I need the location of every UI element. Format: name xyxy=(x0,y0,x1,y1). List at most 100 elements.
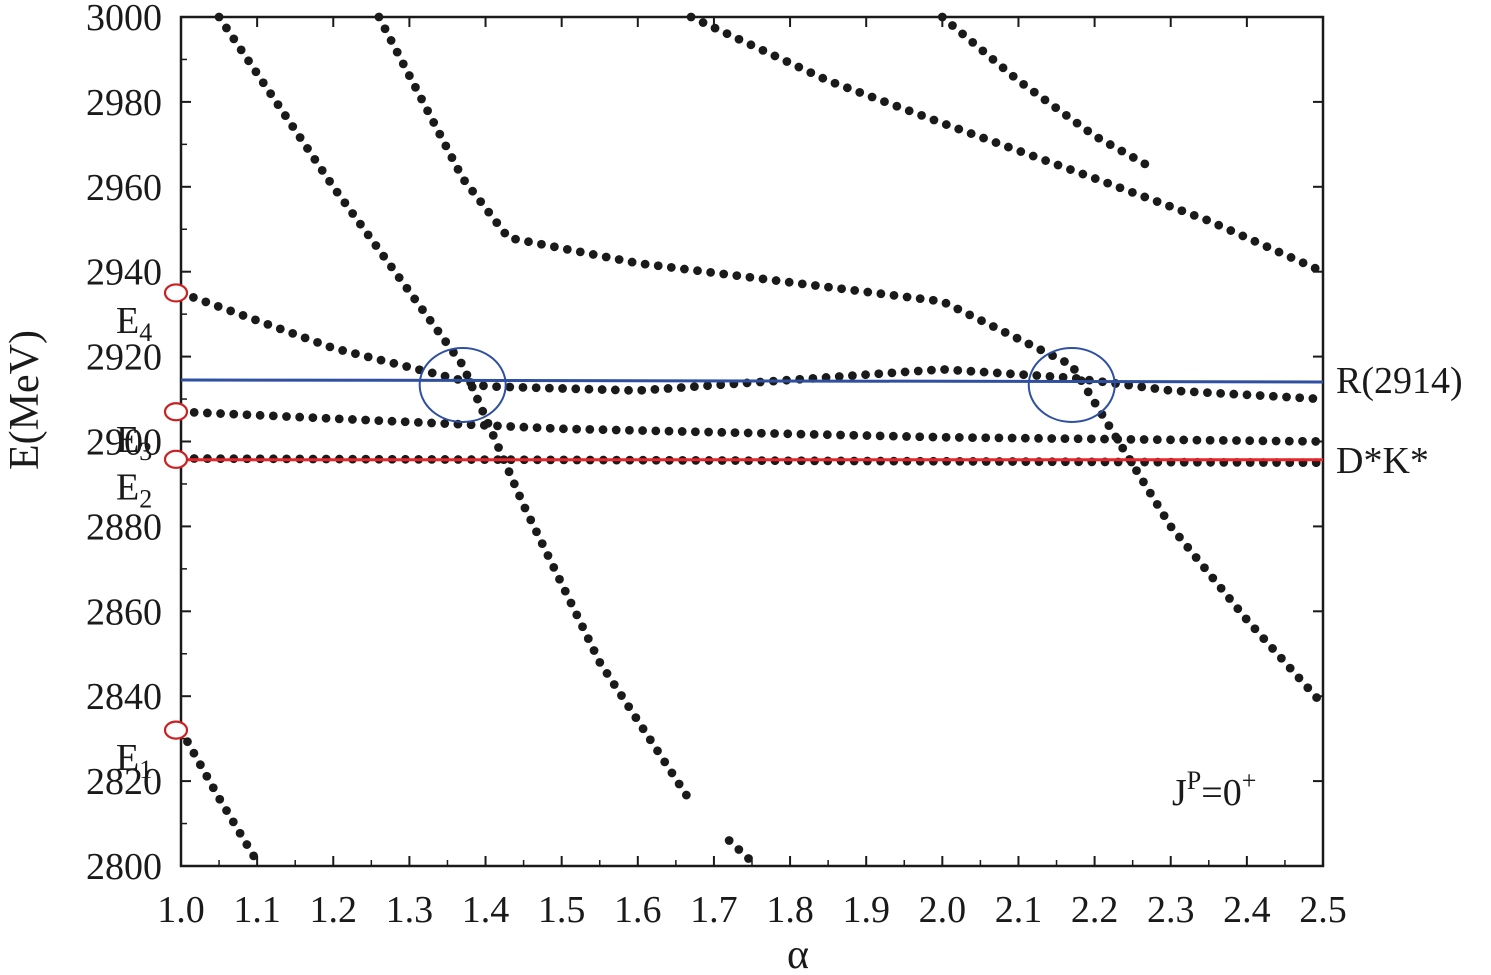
series-7 xyxy=(176,288,1318,403)
x-tick-label: 1.8 xyxy=(766,889,814,931)
data-point xyxy=(549,242,559,252)
data-point xyxy=(389,358,399,368)
y-tick-label: 2840 xyxy=(86,676,162,718)
data-point xyxy=(638,724,648,734)
data-point xyxy=(653,746,662,756)
data-point xyxy=(1053,160,1063,170)
data-point xyxy=(676,383,686,392)
data-point xyxy=(824,282,833,292)
data-point xyxy=(460,176,469,186)
data-point xyxy=(1132,466,1141,476)
energy-label: E1 xyxy=(116,737,152,784)
x-tick-label: 2.4 xyxy=(1223,889,1271,931)
data-point xyxy=(1238,231,1248,241)
data-point xyxy=(1060,357,1069,366)
data-point xyxy=(363,230,373,240)
data-point xyxy=(1225,594,1234,603)
data-point xyxy=(875,431,885,441)
data-point xyxy=(609,680,619,689)
data-point xyxy=(1034,433,1043,443)
x-axis-title: α xyxy=(787,932,809,975)
data-point xyxy=(913,366,923,376)
data-point xyxy=(966,366,976,376)
data-point xyxy=(977,316,986,326)
data-point xyxy=(317,165,327,175)
data-point xyxy=(861,370,870,380)
data-point xyxy=(494,443,503,452)
data-point xyxy=(578,622,587,632)
data-point xyxy=(978,46,988,56)
data-point xyxy=(837,284,846,294)
data-point xyxy=(704,427,713,437)
data-point xyxy=(295,412,305,422)
data-point xyxy=(1262,242,1272,252)
energy-marker xyxy=(163,449,189,469)
data-point xyxy=(456,358,466,368)
data-point xyxy=(880,97,889,107)
data-point xyxy=(1214,220,1224,230)
data-point xyxy=(380,24,390,34)
y-axis-title: E(MeV) xyxy=(2,330,48,470)
y-tick-label: 3000 xyxy=(86,0,162,39)
data-point xyxy=(1118,443,1128,453)
data-point xyxy=(1241,614,1251,624)
data-point xyxy=(734,34,744,44)
data-point xyxy=(598,425,608,435)
data-point xyxy=(506,422,516,431)
data-point xyxy=(965,310,975,320)
data-point xyxy=(953,365,963,375)
data-point xyxy=(954,124,964,134)
data-point xyxy=(1166,435,1175,445)
data-point xyxy=(1073,434,1083,444)
data-point xyxy=(295,133,305,142)
data-point xyxy=(268,411,278,421)
data-point xyxy=(953,304,963,314)
data-point xyxy=(435,129,445,139)
data-point xyxy=(427,368,437,378)
data-point xyxy=(806,68,816,78)
data-point xyxy=(402,362,412,371)
data-point xyxy=(1024,339,1034,349)
data-point xyxy=(1104,421,1114,431)
x-tick-label: 1.0 xyxy=(157,889,205,931)
data-point xyxy=(242,840,252,849)
data-point xyxy=(863,287,873,297)
data-point xyxy=(484,207,494,217)
data-point xyxy=(423,106,433,116)
data-point xyxy=(244,56,253,66)
data-point xyxy=(1032,371,1042,380)
axis-tick-labels: 1.0 1.1 1.2 1.3 1.4 1.5 1.6 1.7 1.8 1.9 2.0 2.1 2.2 2… xyxy=(86,0,1347,931)
data-point xyxy=(479,420,489,430)
data-point xyxy=(640,259,650,269)
data-point xyxy=(493,421,502,431)
y-tick-label: 2920 xyxy=(86,337,162,379)
data-point xyxy=(266,89,276,99)
data-point xyxy=(288,122,298,131)
data-point xyxy=(308,413,318,423)
data-point xyxy=(222,23,231,33)
data-point xyxy=(1308,394,1318,403)
y-tick-label: 2860 xyxy=(86,591,162,633)
data-point xyxy=(1166,522,1176,532)
data-point xyxy=(743,428,753,438)
data-point xyxy=(559,424,568,434)
data-point xyxy=(404,71,414,80)
data-point xyxy=(313,337,322,347)
data-point xyxy=(488,430,498,440)
data-point xyxy=(189,407,199,417)
highlight-circle xyxy=(1027,346,1116,423)
data-point xyxy=(566,598,576,608)
series-1 xyxy=(176,725,259,861)
x-tick-label: 1.4 xyxy=(462,889,510,931)
data-point xyxy=(784,277,794,287)
data-point xyxy=(902,292,912,302)
data-point xyxy=(627,257,637,267)
x-tick-label: 1.9 xyxy=(842,889,890,931)
data-point xyxy=(479,381,488,391)
reference-lines: R(2914) D*K* xyxy=(180,360,1463,482)
data-point xyxy=(614,255,624,264)
data-point xyxy=(226,306,236,316)
data-point xyxy=(624,385,633,395)
data-point xyxy=(417,94,426,104)
data-point xyxy=(462,370,472,380)
